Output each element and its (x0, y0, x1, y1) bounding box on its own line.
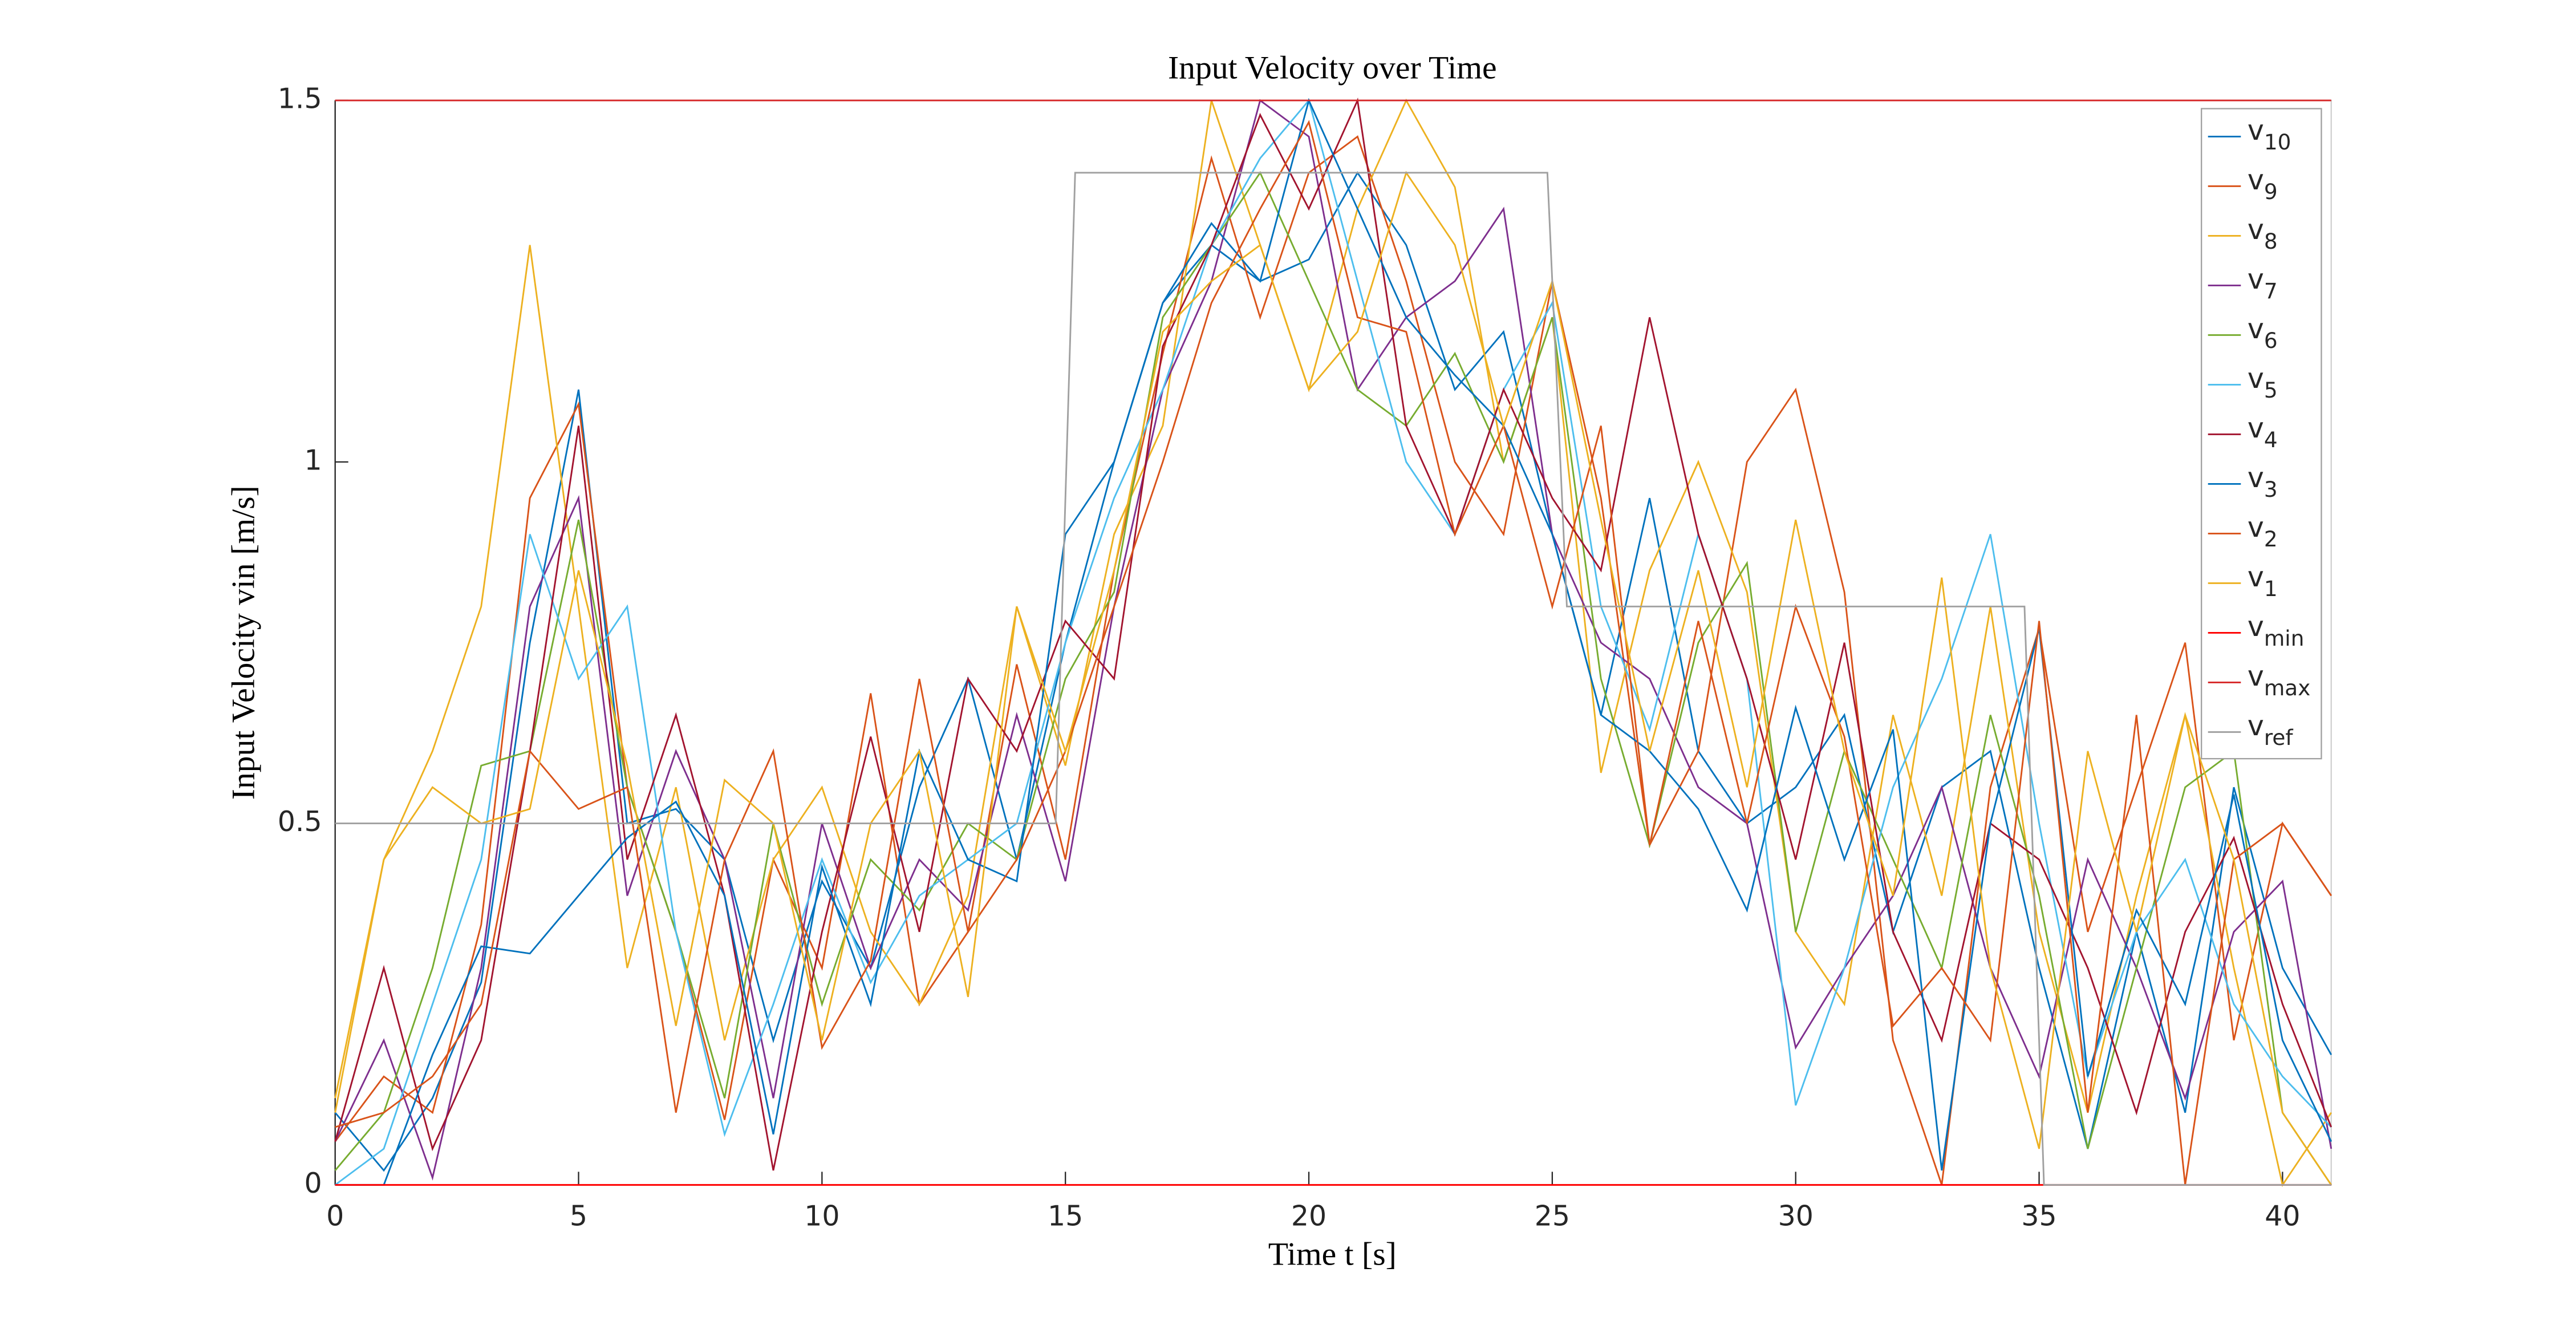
legend-label: v7 (2248, 262, 2278, 303)
legend-label: v9 (2248, 163, 2278, 204)
legend-label: vmin (2248, 610, 2305, 650)
legend-label: v6 (2248, 312, 2278, 353)
series-line (334, 98, 2332, 1187)
y-axis-label: Input Velocity vin [m/s] (225, 485, 261, 800)
x-tick-label: 15 (1048, 1200, 1083, 1232)
y-tick-label: 0 (304, 1167, 322, 1200)
series-line (334, 171, 2332, 1186)
legend-label: v2 (2248, 510, 2278, 551)
legend-label: v1 (2248, 560, 2278, 601)
x-tick-label: 35 (2021, 1200, 2056, 1232)
chart-title: Input Velocity over Time (1168, 50, 1497, 86)
x-tick-label: 20 (1291, 1200, 1326, 1232)
series-line (334, 171, 2332, 1186)
y-tick-label: 1 (304, 444, 322, 476)
legend-label: v8 (2248, 213, 2278, 253)
x-tick-label: 40 (2265, 1200, 2300, 1232)
series-line (334, 99, 2332, 1186)
legend-label: v10 (2248, 114, 2291, 154)
y-tick-label: 0.5 (278, 805, 322, 838)
series-line (335, 172, 2331, 1186)
series-line (335, 98, 2332, 1186)
series-line (334, 99, 2332, 1181)
x-axis-label: Time t [s] (1268, 1236, 1397, 1272)
x-tick-label: 10 (804, 1200, 839, 1232)
y-tick-label: 1.5 (278, 83, 322, 115)
x-tick-label: 30 (1778, 1200, 1814, 1232)
legend-label: v5 (2248, 362, 2278, 402)
series-line (335, 120, 2332, 1185)
legend-label: vref (2248, 709, 2294, 749)
legend-label: v4 (2248, 411, 2278, 452)
legend-label: v3 (2248, 461, 2278, 501)
legend-label: vmax (2248, 659, 2311, 700)
x-tick-label: 0 (326, 1200, 344, 1232)
x-tick-label: 5 (570, 1200, 587, 1232)
series-line (334, 171, 2332, 1172)
x-tick-label: 25 (1535, 1200, 1570, 1232)
